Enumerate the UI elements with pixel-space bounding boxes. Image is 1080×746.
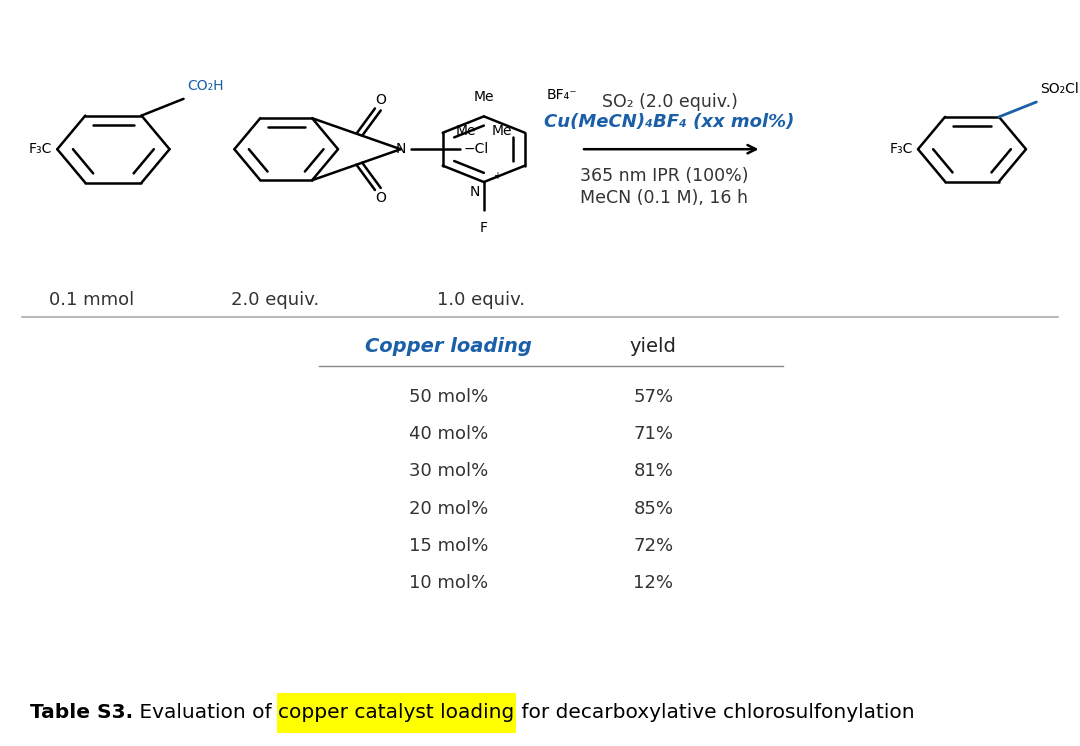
Text: BF₄⁻: BF₄⁻ xyxy=(546,89,577,102)
Text: 71%: 71% xyxy=(633,425,674,443)
Text: F₃C: F₃C xyxy=(28,142,52,156)
Text: 20 mol%: 20 mol% xyxy=(408,500,488,518)
Text: 57%: 57% xyxy=(633,388,674,406)
Text: F: F xyxy=(480,221,488,235)
Text: O: O xyxy=(376,191,387,205)
Text: yield: yield xyxy=(630,337,677,357)
FancyBboxPatch shape xyxy=(278,693,515,733)
Text: O: O xyxy=(376,93,387,107)
Text: 1.0 equiv.: 1.0 equiv. xyxy=(436,291,525,309)
Text: 12%: 12% xyxy=(633,574,674,592)
Text: 50 mol%: 50 mol% xyxy=(408,388,488,406)
Text: 15 mol%: 15 mol% xyxy=(408,537,488,555)
Text: 85%: 85% xyxy=(633,500,674,518)
Text: Me: Me xyxy=(456,125,476,138)
Text: 10 mol%: 10 mol% xyxy=(408,574,488,592)
Text: N: N xyxy=(395,142,406,156)
Text: 0.1 mmol: 0.1 mmol xyxy=(50,291,134,309)
Text: 81%: 81% xyxy=(634,463,673,480)
Text: 40 mol%: 40 mol% xyxy=(408,425,488,443)
Text: SO₂Cl: SO₂Cl xyxy=(1040,82,1079,96)
Text: Evaluation of: Evaluation of xyxy=(133,703,279,722)
Text: Cu(MeCN)₄BF₄ (xx mol%): Cu(MeCN)₄BF₄ (xx mol%) xyxy=(544,113,795,131)
Text: 30 mol%: 30 mol% xyxy=(408,463,488,480)
Text: 365 nm IPR (100%): 365 nm IPR (100%) xyxy=(580,167,748,185)
Text: SO₂ (2.0 equiv.): SO₂ (2.0 equiv.) xyxy=(602,93,738,111)
Text: CO₂H: CO₂H xyxy=(187,79,224,93)
Text: 72%: 72% xyxy=(633,537,674,555)
Text: for decarboxylative chlorosulfonylation: for decarboxylative chlorosulfonylation xyxy=(514,703,915,722)
Text: −Cl: −Cl xyxy=(463,142,488,156)
Text: MeCN (0.1 M), 16 h: MeCN (0.1 M), 16 h xyxy=(580,189,748,207)
Text: Me: Me xyxy=(491,125,512,138)
Text: 2.0 equiv.: 2.0 equiv. xyxy=(231,291,320,309)
Text: Copper loading: Copper loading xyxy=(365,337,531,357)
Text: F₃C: F₃C xyxy=(889,142,913,156)
Text: copper catalyst loading: copper catalyst loading xyxy=(279,703,514,722)
Text: Me: Me xyxy=(474,90,494,104)
Text: N: N xyxy=(470,185,481,199)
Text: +: + xyxy=(492,171,501,181)
Text: Table S3.: Table S3. xyxy=(30,703,133,722)
